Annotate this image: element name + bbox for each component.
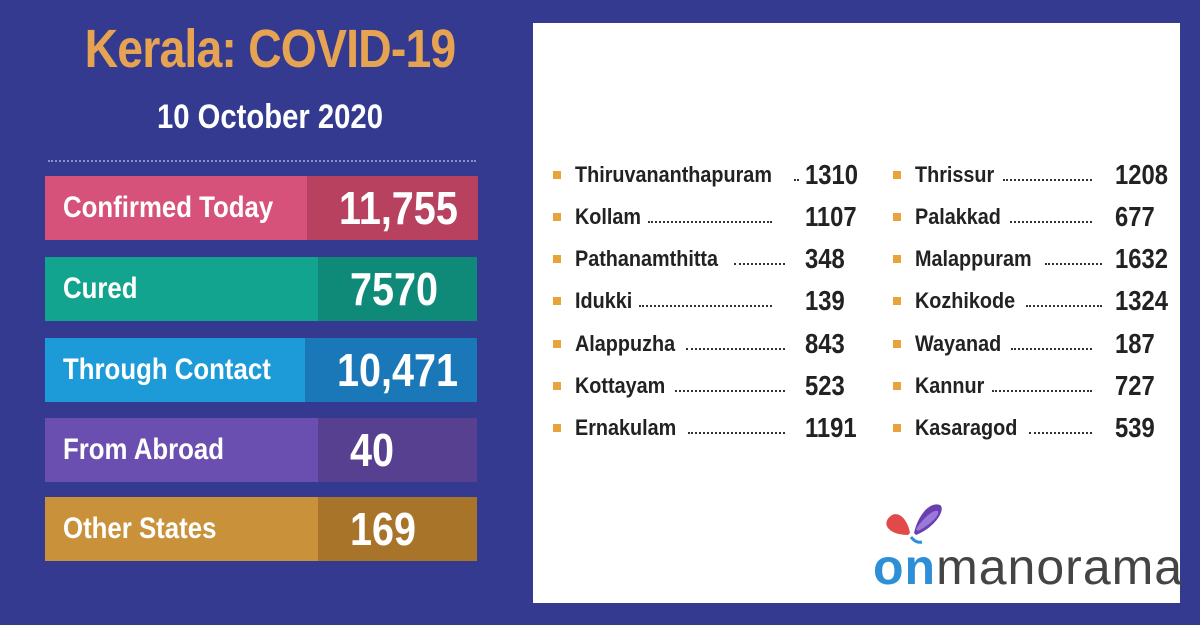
district-name: Kannur xyxy=(915,373,985,398)
district-count: 523 xyxy=(805,370,845,401)
stat-value: 40 xyxy=(318,418,477,482)
district-count: 187 xyxy=(1115,328,1155,359)
district-row: Kozhikode xyxy=(893,284,1108,318)
stat-value: 169 xyxy=(318,497,477,561)
bullet-icon xyxy=(893,255,901,263)
header-divider xyxy=(48,160,476,162)
report-date: 10 October 2020 xyxy=(157,98,383,136)
leader-dots xyxy=(638,305,772,307)
district-count: 1324 xyxy=(1115,285,1168,316)
bullet-icon xyxy=(893,340,901,348)
bullet-icon xyxy=(893,424,901,432)
stat-value: 10,471 xyxy=(304,338,478,402)
onmanorama-logo: onmanorama xyxy=(873,539,1184,595)
butterfly-icon xyxy=(886,504,942,544)
leader-dots xyxy=(1010,348,1092,350)
district-name: Alappuzha xyxy=(575,331,676,356)
leader-dots xyxy=(793,179,797,181)
district-name: Idukki xyxy=(575,288,633,313)
stat-through-contact: Through Contact 10,471 xyxy=(45,338,478,402)
district-row: Palakkad xyxy=(893,200,1098,234)
leader-dots xyxy=(675,390,785,392)
district-count: 677 xyxy=(1115,201,1155,232)
district-row: Pathanamthitta xyxy=(553,242,791,276)
district-name: Kottayam xyxy=(575,373,666,398)
leader-dots xyxy=(992,390,1092,392)
district-count: 843 xyxy=(805,328,845,359)
district-row: Ernakulam xyxy=(553,411,791,445)
district-name: Palakkad xyxy=(915,204,1001,229)
bullet-icon xyxy=(553,213,561,221)
bullet-icon xyxy=(893,213,901,221)
stat-label: From Abroad xyxy=(45,418,318,482)
district-name: Kozhikode xyxy=(915,288,1016,313)
district-row: Kannur xyxy=(893,369,1098,403)
bullet-icon xyxy=(553,255,561,263)
district-count: 348 xyxy=(805,243,845,274)
district-name: Ernakulam xyxy=(575,415,677,440)
district-row: Thrissur xyxy=(893,158,1098,192)
page-title: Kerala: COVID-19 xyxy=(84,19,457,79)
district-name: Kasaragod xyxy=(915,415,1018,440)
stat-label: Other States xyxy=(45,497,318,561)
district-row: Alappuzha xyxy=(553,327,791,361)
leader-dots xyxy=(687,432,785,434)
district-row: Wayanad xyxy=(893,327,1098,361)
district-row: Kottayam xyxy=(553,369,791,403)
district-name: Wayanad xyxy=(915,331,1002,356)
stat-value: 7570 xyxy=(318,257,477,321)
district-count: 727 xyxy=(1115,370,1155,401)
district-count: 539 xyxy=(1115,412,1155,443)
district-row: Thiruvananthapuram xyxy=(553,158,803,192)
leader-dots xyxy=(1003,179,1092,181)
district-row: Kollam xyxy=(553,200,778,234)
stat-cured: Cured 7570 xyxy=(45,257,477,321)
stat-label: Through Contact xyxy=(45,338,305,402)
bullet-icon xyxy=(893,297,901,305)
district-count: 1191 xyxy=(805,412,857,443)
district-name: Thrissur xyxy=(915,162,995,187)
district-name: Malappuram xyxy=(915,246,1032,271)
district-name: Kollam xyxy=(575,204,642,229)
leader-dots xyxy=(1010,221,1092,223)
bullet-icon xyxy=(553,382,561,390)
bullet-icon xyxy=(893,171,901,179)
stat-other-states: Other States 169 xyxy=(45,497,477,561)
bullet-icon xyxy=(553,340,561,348)
district-count: 1310 xyxy=(805,159,858,190)
bullet-icon xyxy=(553,424,561,432)
district-count: 1632 xyxy=(1115,243,1168,274)
district-name: Thiruvananthapuram xyxy=(575,162,772,187)
leader-dots xyxy=(686,348,785,350)
district-count: 139 xyxy=(805,285,845,316)
leader-dots xyxy=(648,221,772,223)
stat-value: 11,755 xyxy=(307,176,478,240)
stat-label: Cured xyxy=(45,257,318,321)
district-row: Malappuram xyxy=(893,242,1108,276)
district-count: 1107 xyxy=(805,201,857,232)
district-panel: Thiruvananthapuram 1310 Kollam 1107 Path… xyxy=(533,23,1184,603)
leader-dots xyxy=(733,263,785,265)
leader-dots xyxy=(1028,432,1092,434)
district-row: Kasaragod xyxy=(893,411,1098,445)
bullet-icon xyxy=(893,382,901,390)
leader-dots xyxy=(1026,305,1102,307)
bullet-icon xyxy=(553,171,561,179)
district-row: Idukki xyxy=(553,284,778,318)
district-name: Pathanamthitta xyxy=(575,246,719,271)
stat-from-abroad: From Abroad 40 xyxy=(45,418,477,482)
district-count: 1208 xyxy=(1115,159,1168,190)
stat-confirmed-today: Confirmed Today 11,755 xyxy=(45,176,478,240)
leader-dots xyxy=(1044,263,1102,265)
bullet-icon xyxy=(553,297,561,305)
stat-label: Confirmed Today xyxy=(45,176,308,240)
